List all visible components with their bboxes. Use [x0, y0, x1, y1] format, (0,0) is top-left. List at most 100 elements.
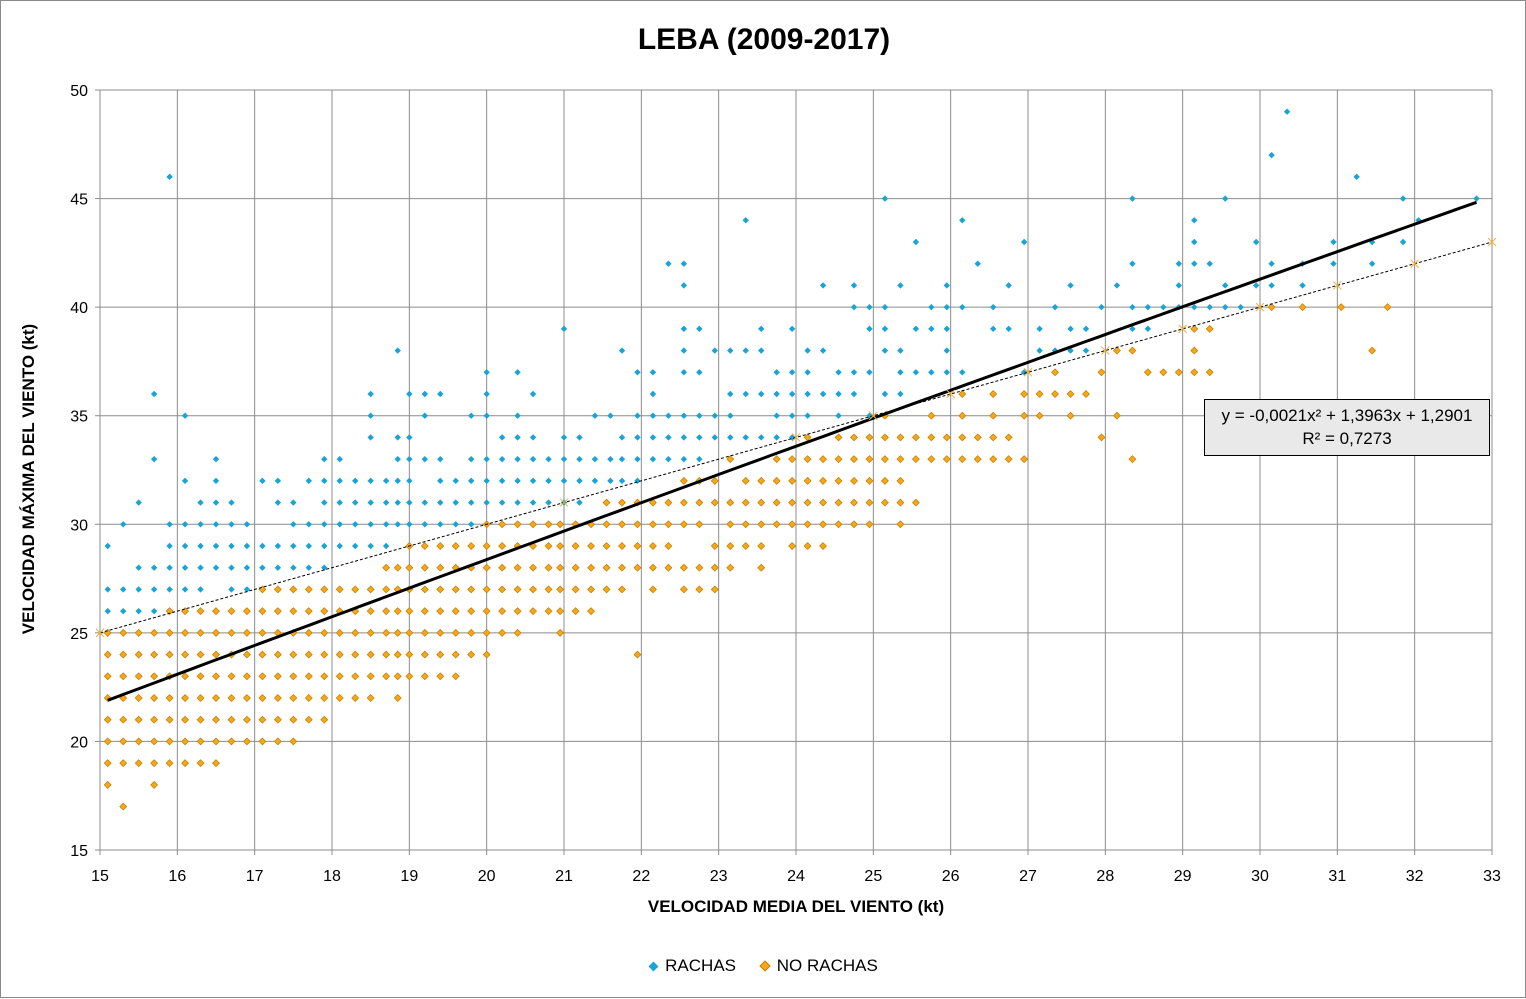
data-point-rachas: [576, 455, 583, 463]
trendline-equation-box: y = -0,0021x² + 1,3963x + 1,2901 R² = 0,…: [1204, 399, 1490, 456]
data-point-no-rachas: [1267, 303, 1276, 312]
data-point-rachas: [1129, 195, 1136, 202]
data-point-no-rachas: [1337, 303, 1346, 312]
data-point-rachas: [228, 586, 235, 593]
data-point-rachas: [618, 347, 626, 354]
data-point-rachas: [104, 607, 111, 615]
data-point-rachas: [591, 412, 599, 419]
data-point-no-rachas: [134, 759, 143, 768]
data-point-no-rachas: [436, 650, 445, 659]
data-point-no-rachas: [482, 563, 491, 572]
data-point-rachas: [421, 521, 428, 528]
data-point-rachas: [514, 369, 521, 376]
cross-marker: [1023, 367, 1033, 377]
data-point-no-rachas: [119, 759, 128, 768]
data-point-no-rachas: [196, 737, 205, 746]
data-point-no-rachas: [911, 433, 920, 442]
data-point-rachas: [758, 325, 765, 333]
equation-text: y = -0,0021x² + 1,3963x + 1,2901: [1221, 406, 1473, 425]
data-point-rachas: [1129, 303, 1136, 311]
data-point-no-rachas: [382, 585, 391, 594]
data-point-no-rachas: [989, 455, 998, 464]
data-point-no-rachas: [726, 498, 735, 507]
data-point-no-rachas: [896, 476, 905, 485]
data-point-rachas: [742, 347, 749, 354]
data-point-rachas: [943, 282, 950, 289]
data-point-rachas: [514, 499, 521, 506]
data-point-rachas: [437, 521, 444, 528]
data-point-no-rachas: [212, 715, 220, 724]
data-point-no-rachas: [393, 563, 402, 572]
data-point-rachas: [711, 434, 718, 441]
data-point-rachas: [607, 455, 614, 463]
data-point-no-rachas: [757, 476, 766, 485]
tick-labels: 15 16 17 18 19 20 21 22 23 24 25 26 27 28 29 30 31 32 33 15…: [70, 83, 1501, 885]
data-point-rachas: [819, 347, 827, 354]
data-point-no-rachas: [335, 585, 344, 594]
data-point-no-rachas: [587, 542, 596, 550]
data-point-rachas: [819, 390, 827, 398]
data-point-rachas: [680, 455, 688, 463]
data-point-no-rachas: [973, 433, 982, 442]
data-point-no-rachas: [896, 455, 905, 464]
cross-marker: [559, 498, 569, 507]
data-point-no-rachas: [393, 607, 402, 616]
data-point-rachas: [618, 455, 626, 463]
data-point-rachas: [758, 390, 765, 398]
data-point-rachas: [514, 434, 521, 441]
data-point-no-rachas: [726, 455, 735, 464]
data-point-rachas: [483, 499, 490, 506]
data-point-rachas: [243, 564, 251, 571]
x-tick-label: 21: [555, 868, 573, 885]
data-point-no-rachas: [602, 585, 611, 594]
data-point-rachas: [990, 303, 997, 311]
data-point-no-rachas: [498, 542, 507, 550]
data-point-no-rachas: [741, 498, 750, 507]
data-point-no-rachas: [320, 650, 329, 659]
data-point-rachas: [773, 369, 780, 376]
data-point-no-rachas: [212, 737, 220, 746]
data-point-rachas: [634, 434, 641, 441]
data-point-no-rachas: [212, 628, 220, 637]
x-tick-label: 17: [246, 868, 264, 885]
data-point-no-rachas: [529, 563, 538, 572]
data-point-no-rachas: [679, 585, 688, 594]
data-point-no-rachas: [451, 628, 460, 637]
data-point-rachas: [514, 412, 521, 419]
data-point-no-rachas: [1174, 368, 1183, 377]
data-point-rachas: [649, 412, 657, 419]
data-point-no-rachas: [150, 694, 159, 702]
data-point-no-rachas: [436, 607, 445, 616]
data-point-no-rachas: [150, 650, 159, 659]
data-point-no-rachas: [726, 563, 735, 572]
data-point-no-rachas: [556, 628, 565, 637]
y-tick-label: 30: [70, 517, 88, 534]
data-point-no-rachas: [989, 411, 998, 420]
data-point-no-rachas: [150, 737, 159, 746]
data-point-rachas: [1330, 260, 1337, 267]
data-point-no-rachas: [958, 411, 967, 420]
cross-marker: [1410, 259, 1420, 269]
data-point-no-rachas: [304, 650, 313, 659]
data-point-rachas: [545, 477, 552, 485]
data-point-no-rachas: [896, 433, 905, 442]
data-point-rachas: [560, 434, 568, 441]
data-point-rachas: [120, 607, 127, 615]
data-point-no-rachas: [1112, 346, 1121, 355]
data-point-rachas: [727, 347, 734, 354]
data-point-rachas: [290, 542, 297, 550]
data-point-rachas: [1222, 303, 1229, 311]
data-point-rachas: [336, 477, 343, 485]
data-point-rachas: [974, 260, 981, 267]
data-point-no-rachas: [741, 542, 750, 550]
data-point-rachas: [1020, 238, 1028, 246]
data-point-rachas: [367, 434, 374, 441]
data-point-no-rachas: [958, 390, 967, 398]
data-point-rachas: [228, 521, 235, 528]
data-point-rachas: [468, 499, 475, 506]
x-tick-label: 29: [1174, 868, 1192, 885]
data-point-rachas: [1222, 195, 1229, 202]
data-point-rachas: [498, 499, 506, 506]
data-point-no-rachas: [819, 476, 828, 485]
